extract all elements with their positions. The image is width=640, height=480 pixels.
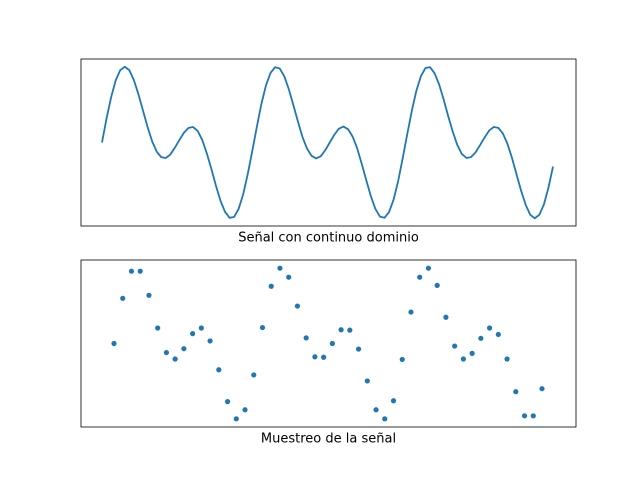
sample-point <box>425 265 432 271</box>
axes: Señal con continuo dominio <box>80 58 577 246</box>
sample-point <box>146 292 152 298</box>
sample-point <box>460 356 466 362</box>
sample-point <box>155 325 161 331</box>
sample-point <box>452 343 458 349</box>
sample-point <box>137 268 143 274</box>
sample-point <box>417 274 423 280</box>
sample-point <box>478 335 484 341</box>
sample-point <box>207 338 213 344</box>
sample-point <box>321 354 327 360</box>
sample-point <box>347 327 353 333</box>
sample-point <box>242 407 248 413</box>
axes-frame <box>80 58 577 227</box>
sample-point <box>163 349 170 356</box>
sample-point <box>530 413 536 419</box>
sample-point <box>329 340 335 347</box>
sample-point <box>216 367 222 373</box>
x-axis-label: Señal con continuo dominio <box>238 231 419 246</box>
sample-point <box>312 354 318 360</box>
sample-point <box>303 335 309 341</box>
sample-point <box>539 386 545 392</box>
sample-point <box>224 399 231 405</box>
sample-point <box>399 356 405 363</box>
sample-point <box>486 325 493 331</box>
sample-point <box>408 309 414 315</box>
sample-point <box>251 372 257 378</box>
sample-point <box>181 346 187 352</box>
sample-point <box>268 283 274 289</box>
sample-point <box>513 389 519 395</box>
axes-frame <box>80 259 577 428</box>
sample-point <box>364 378 370 384</box>
sample-point <box>495 331 501 338</box>
sample-point <box>434 282 440 288</box>
sample-point <box>233 416 239 422</box>
sample-point <box>259 324 266 331</box>
sample-point <box>504 356 510 362</box>
sample-point <box>172 356 178 362</box>
sample-point <box>390 398 397 404</box>
sample-point <box>128 268 135 274</box>
sample-point <box>277 265 283 271</box>
sample-point <box>190 331 196 337</box>
sample-point <box>443 314 449 320</box>
sample-point <box>198 325 204 331</box>
sample-point <box>338 327 344 333</box>
signal-line <box>101 65 554 220</box>
sample-point <box>111 340 117 347</box>
sample-point <box>355 346 362 352</box>
axes: Muestreo de la señal <box>80 259 577 447</box>
x-axis-label: Muestreo de la señal <box>261 432 396 447</box>
sample-point <box>373 407 379 413</box>
sample-point <box>469 350 475 356</box>
sample-point <box>286 274 292 280</box>
sample-point <box>382 416 388 422</box>
sample-point <box>294 303 301 309</box>
sample-point <box>120 295 126 301</box>
sample-point <box>521 413 528 419</box>
